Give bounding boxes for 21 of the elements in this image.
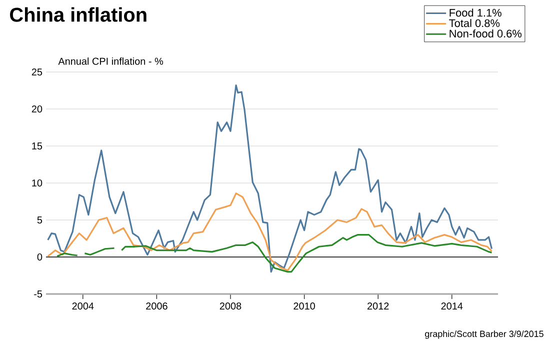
x-tick-label: 2004 [72,302,94,310]
legend-label: Total 0.8% [449,19,500,28]
x-tick-label: 2014 [441,302,463,310]
x-tick-label: 2012 [368,302,389,310]
x-tick-label: 2006 [146,302,168,310]
line-series [47,84,493,273]
y-tick-label: 20 [32,105,42,113]
legend-label: Non-food 0.6% [450,29,522,38]
text: graphic/Scott Barber 3/9/2015 [425,330,544,339]
line-series [47,192,493,272]
chart-title: China inflation [10,7,146,22]
x-tick-label: 2008 [220,302,242,310]
y-axis-title: Annual CPI inflation - % [58,57,164,65]
y-tick-label: 5 [37,216,42,224]
x-tick-label: 2010 [294,302,315,310]
y-tick-label: 15 [32,142,42,150]
y-tick-label: 0 [37,253,42,261]
legend-label: Food 1.1% [450,8,502,17]
y-tick-label: -5 [34,290,42,298]
y-tick-label: 10 [32,179,42,187]
y-tick-label: 25 [32,68,42,76]
